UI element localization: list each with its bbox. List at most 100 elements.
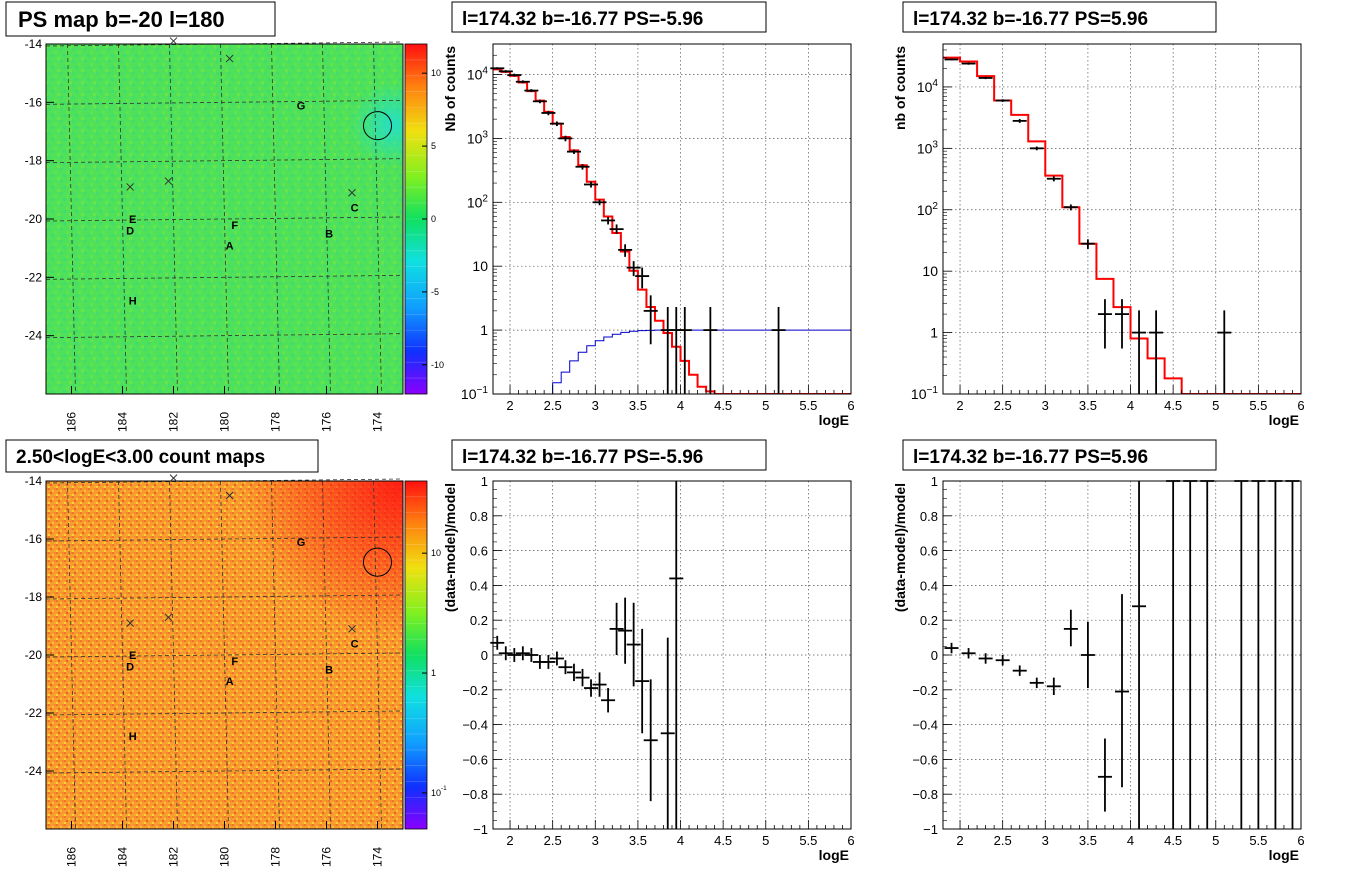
source-label: C: [351, 202, 359, 214]
y-tick-label: −0.6: [462, 752, 488, 767]
colorbar-tick-label: 10: [431, 68, 441, 78]
y-tick-label: 1: [480, 322, 488, 338]
x-tick-label: 3.5: [1079, 398, 1097, 413]
target-circle: [362, 111, 393, 141]
x-tick-label: 4.5: [714, 833, 732, 848]
x-tick-label: 186: [65, 412, 79, 432]
panel-spectrum-neg: l=174.32 b=-16.77 PS=-5.96 2 2.5 3 3.5 4 4.5 5…: [442, 1, 855, 428]
colorbar-frame: [404, 480, 428, 830]
x-tick-label: 3: [592, 398, 599, 413]
x-tick-label: 6: [1297, 833, 1304, 848]
x-tick-label: 5.5: [799, 833, 817, 848]
colorbar-tick-label: 10-1: [431, 785, 447, 798]
map-grid-line: [45, 536, 404, 542]
x-tick-label: 3: [1042, 833, 1049, 848]
y-tick-label: 0.6: [470, 544, 488, 559]
y-tick-label: 0.8: [470, 509, 488, 524]
panel-title-box: [451, 439, 767, 471]
x-tick-label: 4: [677, 833, 684, 848]
y-tick-label: -14: [25, 37, 43, 51]
y-tick-label: -16: [25, 95, 43, 109]
x-tick-label: 3: [592, 833, 599, 848]
y-axis-label: Nb of counts: [442, 46, 458, 132]
panel-residual-neg: l=174.32 b=-16.77 PS=-5.96 2 2.5 3 3.5 4 4.5 5…: [442, 439, 855, 863]
colorbar: [405, 44, 427, 394]
x-tick-label: 4.5: [1164, 833, 1182, 848]
y-axis-label: (data-model)/model: [892, 483, 908, 612]
y-tick-label: -14: [25, 474, 43, 488]
y-tick-label: 0: [481, 648, 488, 663]
y-tick-label: 103: [917, 139, 939, 156]
y-tick-label: 10−1: [911, 385, 938, 402]
x-axis-label: logE: [1269, 847, 1299, 863]
source-label: H: [129, 731, 137, 743]
y-tick-label: -24: [25, 764, 43, 778]
x-tick-label: 4: [1127, 833, 1134, 848]
x-tick-label: 2: [956, 398, 963, 413]
y-tick-label: 10: [472, 258, 488, 274]
y-tick-label: -18: [25, 154, 43, 168]
plot-area: [493, 481, 851, 829]
x-tick-label: 5: [1212, 398, 1219, 413]
map-grid-line: [271, 480, 280, 830]
y-tick-label: 103: [467, 129, 489, 146]
panel-residual-pos: l=174.32 b=-16.77 PS=5.96 2 2.5 3 3.5 4 4.5 5 5…: [892, 439, 1305, 863]
efficiency-curve: [543, 329, 851, 394]
y-tick-label: −1: [473, 822, 488, 837]
x-tick-label: 178: [269, 847, 283, 867]
source-label: B: [325, 665, 333, 677]
source-label: E: [129, 650, 136, 662]
panel-title: l=174.32 b=-16.77 PS=-5.96: [462, 9, 703, 30]
x-tick-label: 6: [847, 833, 854, 848]
y-tick-label: −0.4: [462, 718, 488, 733]
y-tick-label: 0.6: [920, 544, 938, 559]
source-label: A: [226, 240, 234, 252]
map-grid-line: [45, 99, 404, 105]
x-tick-label: 4.5: [1164, 398, 1182, 413]
y-tick-label: -22: [25, 706, 43, 720]
colorbar-tick-label: -10: [431, 360, 444, 370]
colorbar-tick-label: 5: [431, 141, 436, 151]
source-label: A: [226, 676, 234, 688]
source-label: G: [297, 537, 306, 549]
y-tick-label: −0.6: [912, 752, 938, 767]
y-tick-label: −0.4: [912, 718, 938, 733]
y-tick-label: 0.8: [920, 509, 938, 524]
x-tick-label: 180: [218, 847, 232, 867]
map-grid-line: [322, 480, 331, 830]
y-tick-label: 0.4: [920, 578, 938, 593]
x-axis-label: logE: [819, 412, 849, 428]
y-tick-label: -20: [25, 212, 43, 226]
x-tick-label: 6: [1297, 398, 1304, 413]
y-tick-label: 1: [931, 474, 938, 489]
colorbar: [405, 481, 427, 829]
map-grid-line: [45, 216, 404, 222]
x-tick-label: 3.5: [629, 398, 647, 413]
y-tick-label: 0.4: [470, 578, 488, 593]
y-tick-label: −0.8: [912, 787, 938, 802]
x-tick-label: 180: [218, 412, 232, 432]
x-tick-label: 2.5: [544, 398, 562, 413]
source-label: D: [126, 662, 134, 674]
heatmap-plot: 186 184 182 180 178 176 174 -24 -22 -20 -18 -16 -14 A…: [25, 37, 444, 432]
map-grid-line: [45, 652, 404, 658]
map-grid-line: [45, 710, 404, 716]
y-tick-label: -16: [25, 532, 43, 546]
map-grid-line: [118, 43, 127, 395]
map-grid-line: [45, 274, 404, 280]
map-grid-line: [169, 43, 178, 395]
source-label: E: [129, 214, 136, 226]
y-tick-label: −0.2: [912, 683, 938, 698]
x-tick-label: 3: [1042, 398, 1049, 413]
heatmap-plot: 186 184 182 180 178 176 174 -24 -22 -20 -18 -16 -14 A…: [25, 474, 448, 867]
panel-title: l=174.32 b=-16.77 PS=5.96: [913, 9, 1148, 30]
map-grid-line: [67, 43, 76, 395]
map-grid-line: [169, 480, 178, 830]
panel-title-box: [5, 439, 319, 473]
y-tick-label: -22: [25, 270, 43, 284]
source-cross-mark: [164, 177, 173, 185]
